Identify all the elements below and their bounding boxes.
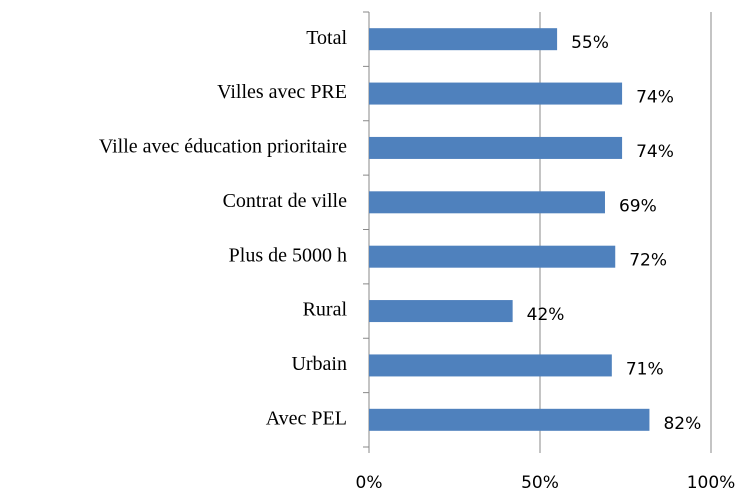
- bar: [369, 408, 650, 431]
- bar: [369, 300, 513, 323]
- y-tick-label: Rural: [303, 299, 348, 321]
- value-label: 72%: [629, 251, 667, 271]
- y-tick-label: Plus de 5000 h: [229, 244, 347, 266]
- y-tick-label: Ville avec éducation prioritaire: [99, 136, 347, 158]
- bar: [369, 245, 616, 268]
- value-label: 69%: [619, 196, 657, 216]
- x-tick-label: 100%: [687, 473, 736, 492]
- y-tick-label: Urbain: [291, 353, 347, 375]
- x-tick-label: 50%: [521, 473, 559, 492]
- value-label: 82%: [663, 414, 701, 434]
- y-tick-label: Avec PEL: [266, 407, 347, 429]
- y-tick-label: Contrat de ville: [223, 190, 348, 212]
- bar: [369, 191, 605, 214]
- bar: [369, 82, 623, 105]
- value-label: 74%: [636, 88, 674, 108]
- y-tick-label: Villes avec PRE: [217, 81, 347, 103]
- value-label: 42%: [527, 305, 565, 325]
- bar: [369, 136, 623, 159]
- value-label: 74%: [636, 142, 674, 162]
- value-label: 55%: [571, 33, 609, 53]
- bar: [369, 354, 612, 377]
- value-label: 71%: [626, 359, 664, 379]
- x-tick-label: 0%: [356, 473, 383, 492]
- y-tick-label: Total: [306, 27, 347, 49]
- bar: [369, 28, 558, 51]
